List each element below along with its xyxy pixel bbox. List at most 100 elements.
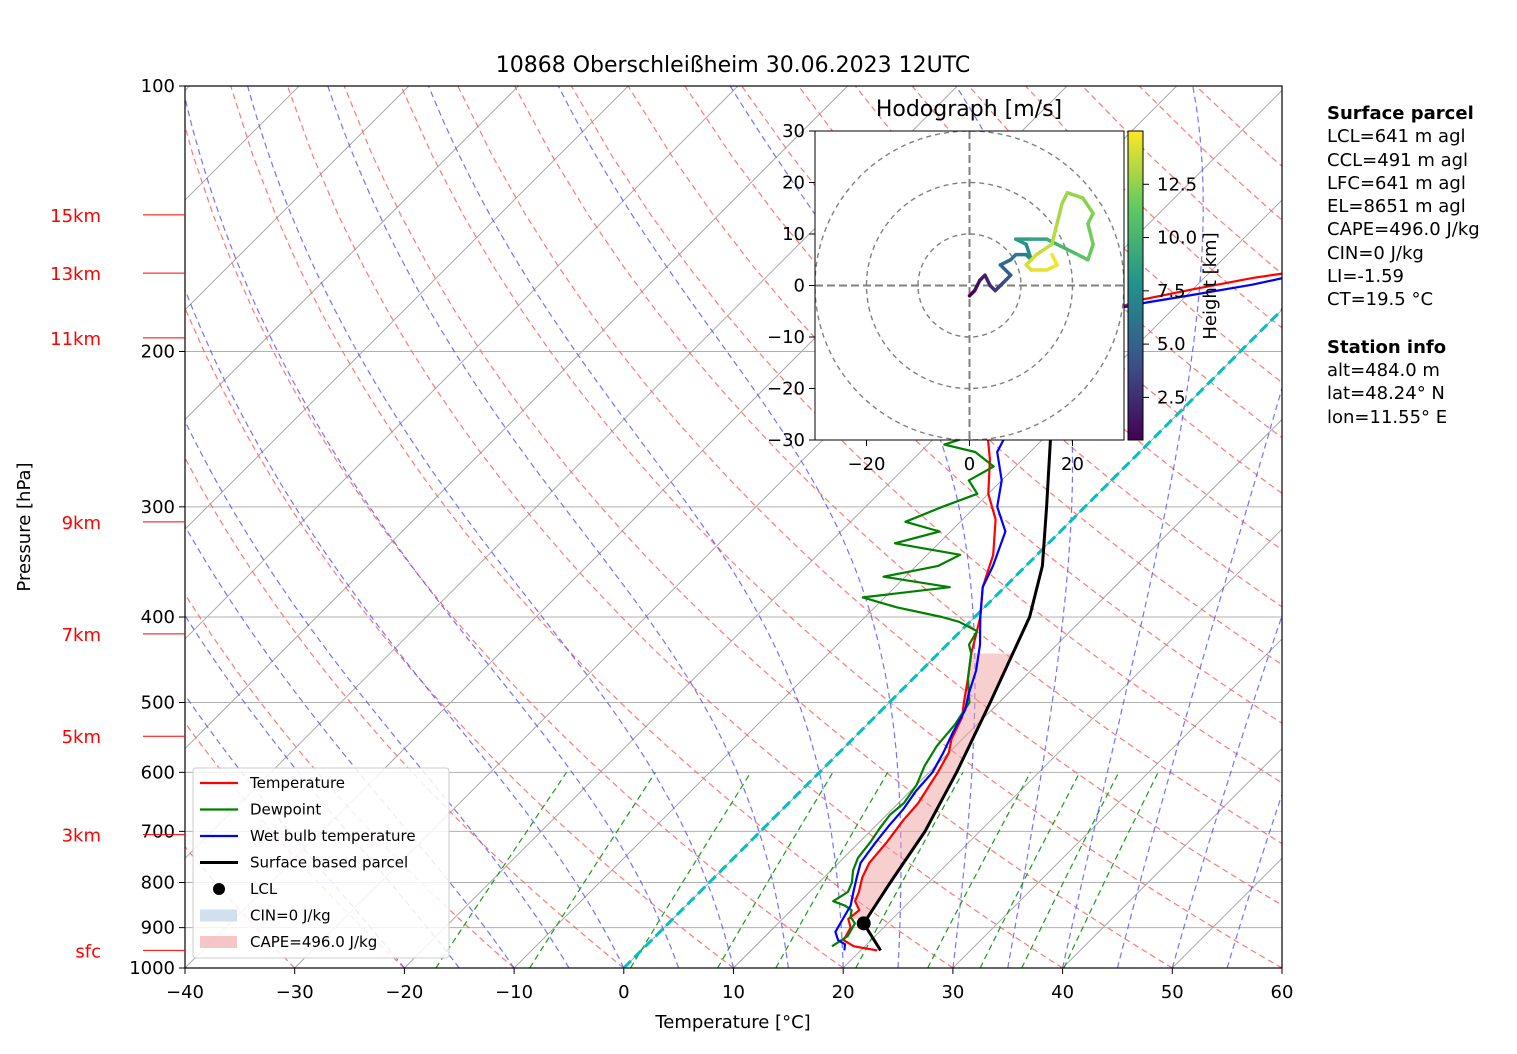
legend-label: CIN=0 J/kg [250, 907, 331, 925]
barb-full [1327, 928, 1337, 944]
y-tick-label: 900 [141, 918, 175, 939]
wind-barb [1282, 928, 1337, 944]
hodograph-y-tick-label: −30 [767, 430, 805, 451]
hodograph-y-tick-label: 0 [794, 276, 805, 297]
x-tick-label: 10 [722, 982, 745, 1003]
wind-barb [1282, 697, 1337, 717]
surface-line-cape: CAPE=496.0 J/kg [1327, 218, 1480, 241]
x-axis: −40 −30 −20 −10 0 10 20 30 40 50 60 [166, 968, 1293, 1003]
wind-barb [1282, 785, 1330, 812]
colorbar-tick-label: 10.0 [1157, 228, 1197, 249]
colorbar-tick-label: 12.5 [1157, 174, 1197, 195]
legend-label: LCL [250, 880, 278, 898]
colorbar-tick-label: 2.5 [1157, 387, 1186, 408]
mixing-ratio-line [718, 772, 833, 968]
hodograph-x-tick-label: −20 [848, 454, 886, 475]
wind-barb [1282, 885, 1337, 905]
barb-full [1312, 391, 1323, 406]
barb-staff [1282, 755, 1330, 759]
y-tick-label: 700 [141, 821, 175, 842]
mixing-ratio-line [980, 772, 1080, 968]
barb-full [1316, 389, 1327, 404]
barb-full [1326, 659, 1337, 674]
x-tick-label: −10 [495, 982, 533, 1003]
barb-half [1323, 863, 1328, 871]
surface-line-cin: CIN=0 J/kg [1327, 242, 1480, 265]
lcl-group [857, 916, 871, 930]
wind-barb [1282, 534, 1337, 554]
station-info-heading: Station info [1327, 336, 1480, 359]
wind-barb [1282, 328, 1326, 352]
hodograph-title: Hodograph [m/s] [876, 97, 1062, 122]
y-tick-label: 1000 [129, 958, 175, 979]
panel-spacer [1327, 312, 1480, 336]
x-tick-label: 20 [832, 982, 855, 1003]
barb-staff [1282, 659, 1326, 679]
barb-full [1326, 597, 1337, 612]
height-label: 7km [62, 625, 101, 646]
surface-line-lfc: LFC=641 m agl [1327, 172, 1480, 195]
height-label: 13km [50, 264, 101, 285]
colorbar-tick-label: 5.0 [1157, 334, 1186, 355]
hodograph-background [815, 131, 1124, 440]
wind-barb [1282, 755, 1335, 773]
barb-half [1313, 703, 1319, 710]
y-tick-label: 400 [141, 607, 175, 628]
barb-half [1311, 860, 1315, 868]
x-tick-label: −20 [385, 982, 423, 1003]
barb-staff [1282, 299, 1328, 311]
barb-full [1321, 661, 1332, 676]
mixing-ratio-line [928, 772, 1031, 968]
hodograph-y-tick-label: −20 [767, 379, 805, 400]
hodograph-inset: Hodograph [m/s] −20 0 203020100−10−20−30 2… [767, 97, 1221, 475]
barb-staff [1282, 328, 1324, 352]
barb-full [1329, 793, 1330, 811]
y-axis: 100 200 300 400 500 600 700 800 900 1000 [129, 76, 185, 979]
height-label: 15km [50, 206, 101, 227]
legend-label: Surface based parcel [250, 854, 408, 872]
x-tick-label: 40 [1051, 982, 1074, 1003]
station-line-lat: lat=48.24° N [1327, 382, 1480, 405]
legend-label: Temperature [249, 774, 345, 792]
surface-line-li: LI=-1.59 [1327, 265, 1480, 288]
barb-full [1321, 599, 1332, 614]
y-axis-label: Pressure [hPa] [14, 462, 35, 591]
barb-full [1326, 907, 1337, 922]
surface-line-ct: CT=19.5 °C [1327, 288, 1480, 311]
legend: Temperature Dewpoint Wet bulb temperature S… [193, 768, 449, 958]
height-label: 11km [50, 329, 101, 350]
lcl-marker [857, 916, 871, 930]
barb-full [1326, 885, 1337, 900]
moist-adiabat [429, 86, 844, 968]
y-tick-label: 800 [141, 873, 175, 894]
height-labels: 15km13km11km9km7km5km3kmsfc [50, 206, 185, 962]
barb-staff [1282, 861, 1327, 877]
barb-half [1319, 931, 1324, 939]
barb-staff [1282, 534, 1326, 554]
barb-staff [1282, 597, 1326, 617]
legend-label: Wet bulb temperature [250, 827, 416, 845]
surface-line-el: EL=8651 m agl [1327, 195, 1480, 218]
mixing-ratio-line [530, 772, 656, 968]
barb-full [1327, 457, 1337, 473]
barb-staff [1282, 202, 1328, 214]
mixing-ratio-line [631, 772, 751, 968]
barb-staff [1282, 457, 1327, 473]
info-panel: Surface parcel LCL=641 m agl CCL=491 m a… [1327, 102, 1480, 429]
y-tick-label: 600 [141, 762, 175, 783]
chart-title: 10868 Oberschleißheim 30.06.2023 12UTC [496, 53, 971, 78]
hodograph-x-tick-label: 0 [964, 454, 975, 475]
hodograph-x-tick-label: 20 [1061, 454, 1084, 475]
y-tick-label: 100 [141, 76, 175, 97]
height-label: 5km [62, 727, 101, 748]
surface-parcel-heading: Surface parcel [1327, 102, 1480, 125]
mixing-ratio-line [1022, 772, 1119, 968]
y-tick-label: 200 [141, 342, 175, 363]
hodograph-y-tick-label: 30 [782, 121, 805, 142]
height-label: 3km [62, 826, 101, 847]
surface-line-lcl: LCL=641 m agl [1327, 125, 1480, 148]
barb-full [1319, 205, 1328, 221]
barb-staff [1282, 831, 1319, 862]
wind-barb [1282, 457, 1337, 476]
y-tick-label: 300 [141, 497, 175, 518]
